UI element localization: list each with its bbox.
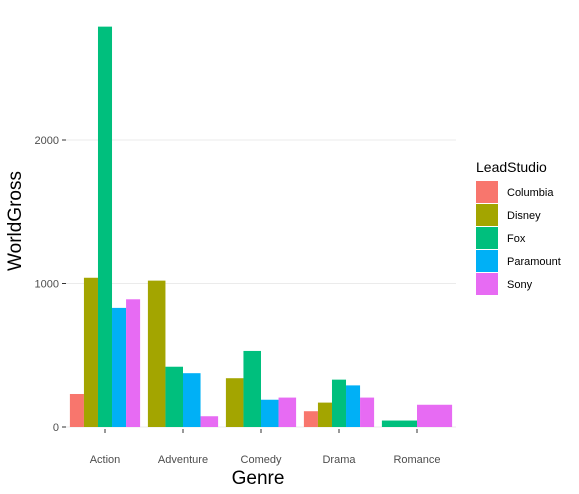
bar bbox=[112, 307, 127, 427]
legend-label: Paramount bbox=[507, 256, 561, 268]
x-tick-label: Action bbox=[90, 454, 121, 466]
bar bbox=[97, 26, 113, 427]
bar bbox=[331, 379, 347, 427]
x-tick-label: Drama bbox=[322, 454, 356, 466]
legend-label: Fox bbox=[507, 233, 526, 245]
y-axis: 0 1000 2000 bbox=[35, 135, 66, 434]
legend-key bbox=[476, 250, 498, 272]
bar bbox=[360, 397, 375, 427]
bar bbox=[200, 416, 219, 427]
y-tick-label: 0 bbox=[53, 422, 59, 434]
x-axis-title: Genre bbox=[232, 468, 285, 489]
bar bbox=[243, 350, 261, 427]
bar bbox=[381, 420, 417, 427]
x-tick-label: Romance bbox=[393, 454, 440, 466]
y-axis-title: WorldGross bbox=[5, 171, 26, 271]
bar bbox=[147, 280, 166, 427]
y-tick-label: 2000 bbox=[35, 135, 59, 147]
legend: LeadStudio Columbia Disney Fox Paramount Son… bbox=[476, 159, 561, 295]
bar bbox=[417, 404, 453, 427]
legend-key bbox=[476, 181, 498, 203]
legend-key bbox=[476, 273, 498, 295]
bar bbox=[261, 399, 279, 427]
legend-title: LeadStudio bbox=[476, 159, 547, 175]
bar bbox=[165, 366, 183, 427]
bar bbox=[317, 402, 332, 427]
legend-key bbox=[476, 227, 498, 249]
bar bbox=[303, 411, 318, 427]
bar bbox=[278, 397, 297, 427]
x-tick-label: Comedy bbox=[241, 454, 282, 466]
bar bbox=[69, 393, 84, 427]
y-tick-label: 1000 bbox=[35, 279, 59, 291]
bar bbox=[346, 385, 361, 427]
bar bbox=[83, 277, 98, 427]
legend-label: Sony bbox=[507, 279, 533, 291]
bar bbox=[183, 373, 201, 427]
bars bbox=[69, 26, 453, 427]
legend-label: Disney bbox=[507, 210, 541, 222]
x-tick-label: Adventure bbox=[158, 454, 208, 466]
legend-key bbox=[476, 204, 498, 226]
bar bbox=[126, 299, 141, 427]
legend-label: Columbia bbox=[507, 187, 554, 199]
bar bbox=[225, 378, 244, 427]
x-axis: Action Adventure Comedy Drama Romance bbox=[90, 429, 441, 466]
